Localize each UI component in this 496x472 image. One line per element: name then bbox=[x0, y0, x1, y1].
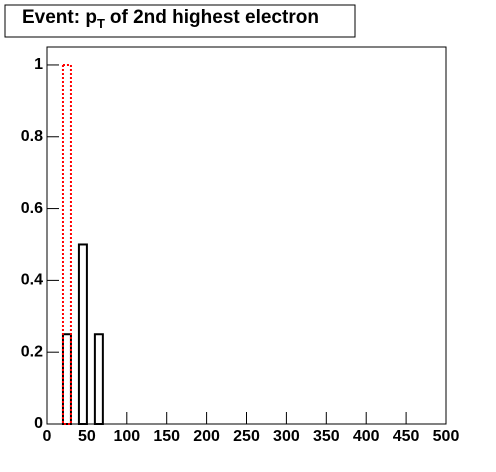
y-tick-label: 0.4 bbox=[21, 272, 43, 289]
y-tick-label: 0.2 bbox=[21, 343, 43, 360]
x-tick-label: 250 bbox=[233, 428, 260, 445]
y-tick-label: 0.6 bbox=[21, 200, 43, 217]
x-tick-label: 350 bbox=[313, 428, 340, 445]
y-tick-label: 0.8 bbox=[21, 128, 43, 145]
plot-frame bbox=[46, 46, 447, 425]
x-tick-label: 0 bbox=[43, 428, 52, 445]
y-tick-label: 1 bbox=[34, 56, 43, 73]
x-tick-label: 200 bbox=[193, 428, 220, 445]
histogram-bar bbox=[61, 333, 72, 425]
y-tick-label: 0 bbox=[34, 415, 43, 432]
chart-title: Event: pT of 2nd highest electron bbox=[22, 7, 319, 31]
histogram-bar bbox=[61, 63, 72, 425]
title-box bbox=[4, 4, 356, 38]
x-tick-label: 500 bbox=[433, 428, 460, 445]
x-tick-label: 100 bbox=[113, 428, 140, 445]
x-tick-label: 400 bbox=[353, 428, 380, 445]
x-tick-label: 300 bbox=[273, 428, 300, 445]
title-main: Event: p bbox=[22, 7, 97, 28]
histogram-bar bbox=[93, 333, 104, 425]
title-subscript: T bbox=[97, 16, 105, 31]
histogram-bar bbox=[77, 243, 88, 425]
x-tick-label: 450 bbox=[393, 428, 420, 445]
x-tick-label: 50 bbox=[78, 428, 96, 445]
x-tick-label: 150 bbox=[153, 428, 180, 445]
title-rest: of 2nd highest electron bbox=[110, 7, 319, 28]
